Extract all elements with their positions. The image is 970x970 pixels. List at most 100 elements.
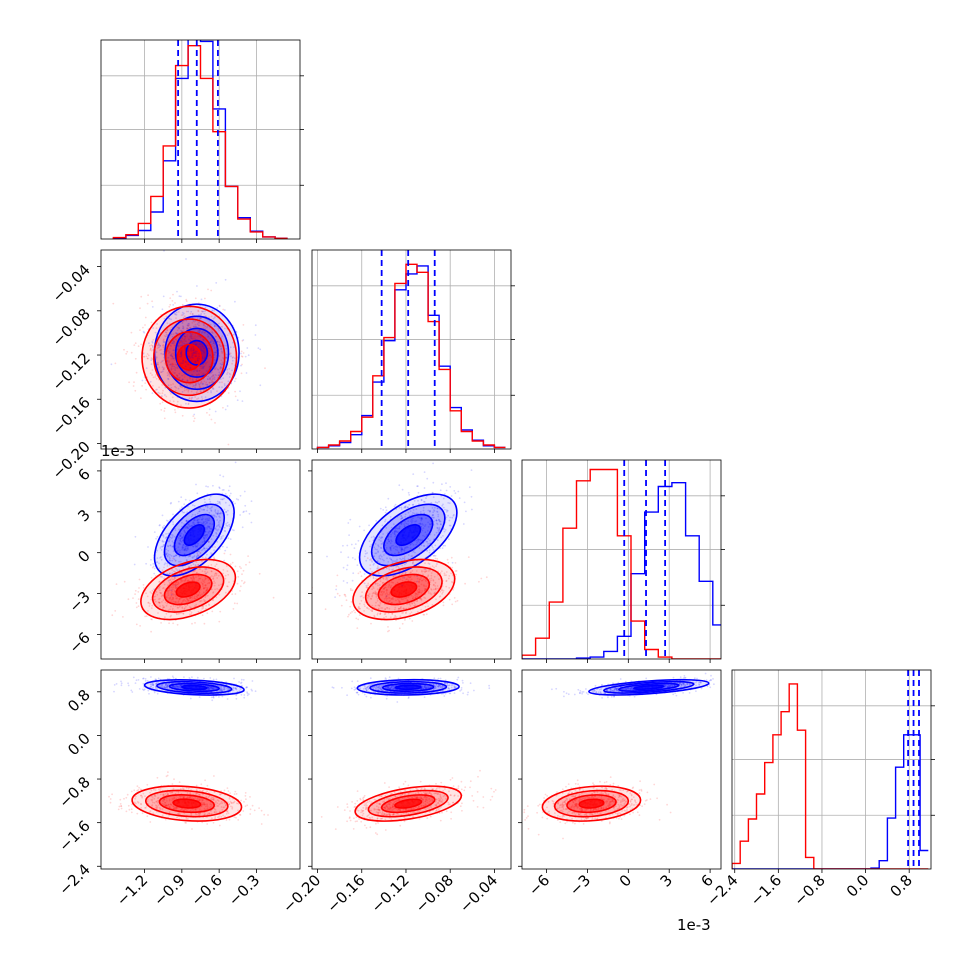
scatter-point-red bbox=[448, 598, 451, 601]
scatter-point-blue bbox=[158, 562, 160, 565]
scatter-point-red bbox=[241, 579, 243, 582]
scatter-point-blue bbox=[201, 508, 204, 511]
scatter-point-red bbox=[421, 569, 423, 572]
scatter-point-blue bbox=[174, 559, 177, 562]
scatter-point-blue bbox=[439, 520, 441, 523]
scatter-point-red bbox=[151, 604, 154, 607]
scatter-point-blue bbox=[445, 511, 448, 513]
scatter-point-red bbox=[207, 579, 210, 581]
scatter-point-blue bbox=[180, 540, 183, 543]
scatter-point-red bbox=[378, 605, 381, 607]
scatter-point-blue bbox=[219, 501, 221, 504]
scatter-point-red bbox=[153, 595, 156, 598]
scatter-point-red bbox=[151, 345, 154, 347]
scatter-point-blue bbox=[224, 686, 226, 689]
scatter-point-red bbox=[166, 565, 169, 567]
scatter-point-red bbox=[172, 363, 175, 366]
scatter-point-blue bbox=[395, 531, 398, 533]
scatter-point-blue bbox=[191, 396, 194, 399]
scatter-point-blue bbox=[417, 499, 419, 502]
scatter-point-red bbox=[383, 586, 386, 589]
scatter-point-red bbox=[395, 593, 398, 596]
scatter-point-red bbox=[161, 392, 164, 395]
scatter-point-blue bbox=[190, 515, 193, 518]
scatter-point-red bbox=[215, 572, 218, 575]
scatter-point-red bbox=[179, 591, 181, 594]
scatter-point-red bbox=[425, 613, 428, 616]
scatter-point-red bbox=[188, 337, 190, 340]
scatter-point-blue bbox=[239, 514, 242, 516]
scatter-point-blue bbox=[195, 344, 198, 346]
scatter-point-blue bbox=[152, 346, 154, 349]
scatter-point-red bbox=[169, 596, 172, 599]
scatter-point-blue bbox=[151, 392, 154, 394]
scatter-point-blue bbox=[223, 508, 226, 511]
scatter-point-red bbox=[367, 584, 369, 586]
scatter-point-blue bbox=[189, 499, 191, 502]
scatter-point-blue bbox=[169, 544, 172, 547]
scatter-point-blue bbox=[191, 686, 193, 689]
scatter-point-red bbox=[202, 587, 205, 590]
scatter-point-blue bbox=[364, 552, 367, 555]
scatter-point-red bbox=[437, 587, 439, 590]
scatter-point-red bbox=[380, 607, 382, 609]
scatter-point-blue bbox=[231, 357, 234, 359]
scatter-point-blue bbox=[412, 529, 415, 532]
scatter-point-blue bbox=[187, 523, 190, 526]
scatter-point-blue bbox=[164, 686, 167, 689]
scatter-point-red bbox=[213, 580, 216, 583]
scatter-point-blue bbox=[401, 557, 404, 560]
scatter-point-blue bbox=[417, 485, 419, 487]
scatter-point-blue bbox=[453, 490, 456, 492]
scatter-point-red bbox=[205, 604, 208, 607]
scatter-point-blue bbox=[163, 250, 165, 252]
scatter-point-blue bbox=[141, 379, 144, 382]
scatter-point-red bbox=[412, 596, 415, 598]
scatter-point-red bbox=[137, 598, 140, 600]
scatter-point-red bbox=[189, 340, 192, 342]
scatter-point-red bbox=[413, 580, 416, 583]
scatter-point-red bbox=[138, 587, 140, 589]
scatter-point-blue bbox=[194, 546, 197, 548]
scatter-point-blue bbox=[184, 360, 187, 363]
scatter-point-blue bbox=[203, 351, 206, 354]
scatter-point-blue bbox=[222, 489, 225, 491]
scatter-point-blue bbox=[132, 676, 135, 679]
scatter-point-blue bbox=[415, 539, 418, 542]
scatter-point-red bbox=[395, 566, 397, 568]
scatter-point-blue bbox=[169, 344, 172, 347]
scatter-point-red bbox=[204, 364, 207, 366]
scatter-point-blue bbox=[233, 529, 235, 532]
scatter-point-blue bbox=[251, 689, 254, 692]
scatter-point-red bbox=[159, 605, 162, 608]
scatter-point-red bbox=[415, 592, 417, 595]
scatter-point-red bbox=[376, 588, 379, 590]
scatter-point-red bbox=[182, 612, 185, 615]
scatter-point-blue bbox=[359, 595, 362, 598]
scatter-point-red bbox=[178, 377, 180, 379]
scatter-point-blue bbox=[204, 568, 207, 571]
scatter-point-blue bbox=[378, 536, 381, 538]
scatter-point-blue bbox=[161, 684, 164, 687]
scatter-point-red bbox=[186, 363, 189, 366]
scatter-point-red bbox=[413, 587, 416, 589]
scatter-point-blue bbox=[189, 357, 192, 359]
scatter-point-blue bbox=[409, 543, 412, 546]
scatter-point-blue bbox=[221, 325, 224, 328]
scatter-point-blue bbox=[196, 545, 198, 548]
scatter-point-blue bbox=[188, 338, 190, 341]
scatter-point-red bbox=[189, 600, 192, 602]
scatter-point-blue bbox=[178, 327, 181, 329]
scatter-point-blue bbox=[205, 526, 208, 529]
scatter-point-blue bbox=[156, 681, 159, 684]
scatter-point-red bbox=[408, 585, 411, 587]
scatter-point-blue bbox=[400, 541, 402, 544]
scatter-point-blue bbox=[187, 686, 189, 689]
scatter-point-red bbox=[171, 592, 174, 595]
scatter-point-blue bbox=[170, 589, 173, 592]
scatter-point-red bbox=[416, 610, 419, 613]
scatter-point-blue bbox=[180, 355, 183, 358]
scatter-point-blue bbox=[240, 682, 242, 685]
scatter-point-blue bbox=[387, 497, 390, 500]
scatter-point-red bbox=[205, 589, 208, 592]
